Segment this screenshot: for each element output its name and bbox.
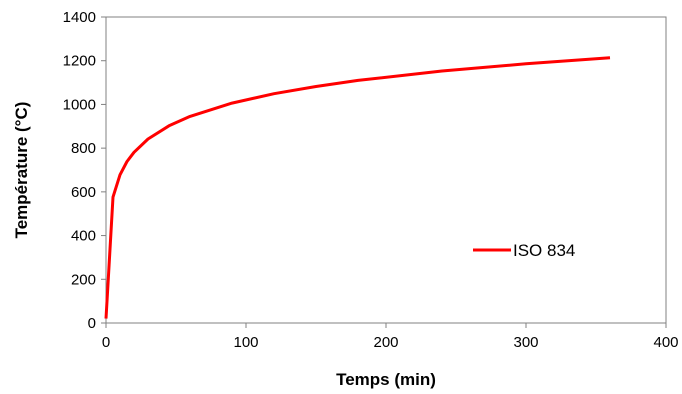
y-tick-label: 200: [71, 271, 96, 288]
legend-label: ISO 834: [513, 241, 575, 260]
plot-area: [105, 16, 667, 324]
x-tick-label: 400: [653, 334, 678, 351]
series-layer: [104, 56, 611, 319]
y-tick-label: 1400: [63, 9, 96, 26]
x-tick-label: 0: [102, 334, 110, 351]
y-tick-label: 800: [71, 140, 96, 157]
y-tick-label: 0: [88, 315, 96, 332]
x-axis-title: Temps (min): [336, 370, 436, 389]
x-axis: 0 100 200 300 400: [102, 323, 679, 351]
x-tick-label: 200: [373, 334, 398, 351]
y-tick-label: 1000: [63, 96, 96, 113]
series-line: [104, 56, 611, 319]
y-tick-label: 600: [71, 184, 96, 201]
y-tick-label: 1200: [63, 53, 96, 70]
y-axis: 0 200 400 600 800 1000 1200 1400: [63, 9, 106, 332]
y-tick-label: 400: [71, 228, 96, 245]
y-axis-title: Température (°C): [12, 102, 31, 239]
legend: ISO 834: [473, 241, 575, 260]
x-tick-label: 100: [233, 334, 258, 351]
x-tick-label: 300: [513, 334, 538, 351]
